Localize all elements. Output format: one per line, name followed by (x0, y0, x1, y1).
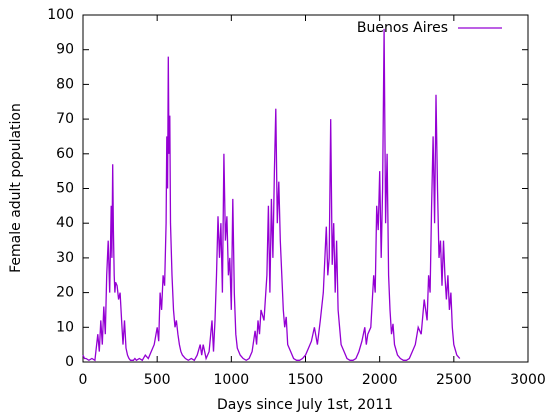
x-tick-label: 1500 (288, 372, 324, 388)
x-tick-label: 0 (79, 372, 88, 388)
y-tick-label: 10 (56, 319, 74, 335)
y-tick-label: 90 (56, 42, 74, 58)
x-tick-label: 500 (144, 372, 171, 388)
y-tick-label: 50 (56, 181, 74, 197)
x-tick-label: 2000 (362, 372, 398, 388)
y-tick-label: 70 (56, 111, 74, 127)
legend-label: Buenos Aires (357, 20, 448, 36)
x-tick-label: 1000 (214, 372, 250, 388)
plot-border (82, 14, 529, 363)
y-tick-label: 20 (56, 285, 74, 301)
y-tick-label: 80 (56, 76, 74, 92)
x-axis-label: Days since July 1st, 2011 (217, 397, 393, 413)
y-axis-label: Female adult population (8, 103, 24, 273)
y-tick-label: 60 (56, 146, 74, 162)
y-tick-label: 30 (56, 250, 74, 266)
x-tick-label: 2500 (436, 372, 472, 388)
y-tick-label: 40 (56, 215, 74, 231)
y-tick-label: 0 (65, 354, 74, 370)
x-tick-label: 3000 (510, 372, 546, 388)
data-line (82, 28, 461, 362)
y-tick-label: 100 (47, 7, 74, 23)
